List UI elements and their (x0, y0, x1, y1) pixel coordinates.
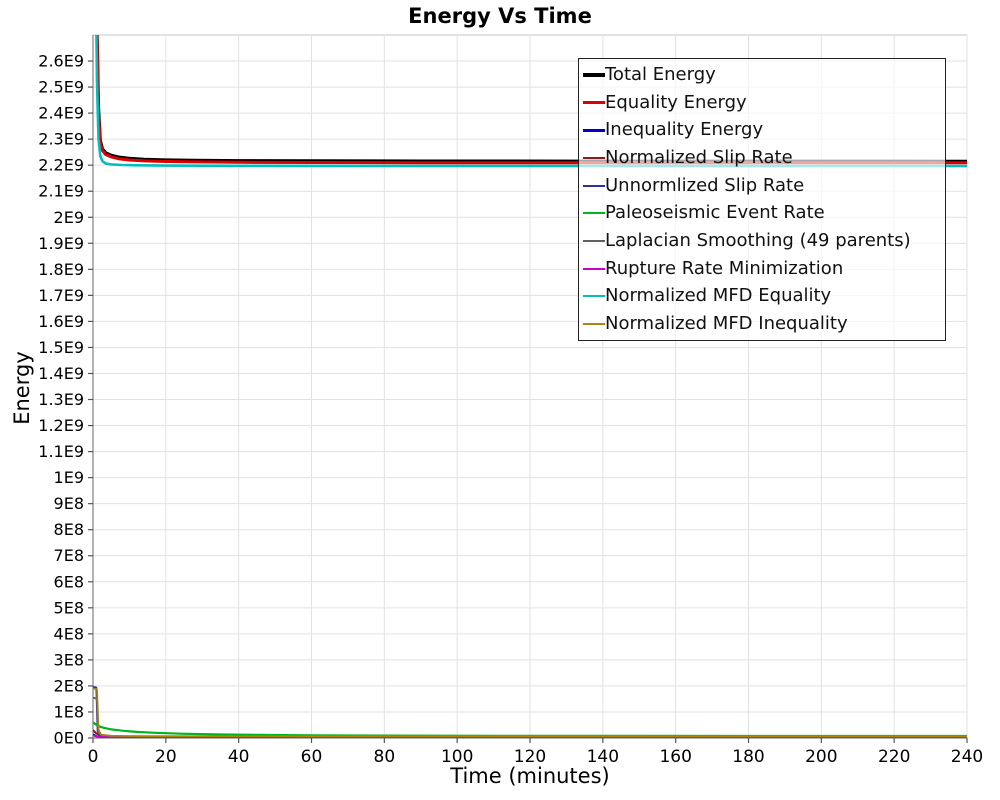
legend-label: Normalized MFD Inequality (605, 313, 848, 335)
y-tick-label: 1.6E9 (38, 312, 84, 331)
y-tick-label: 2.6E9 (38, 52, 84, 71)
y-tick-label: 1E8 (54, 702, 84, 721)
series-line-normalized-mfd-inequality (93, 687, 967, 738)
legend-swatch (583, 72, 605, 77)
legend-label: Equality Energy (605, 91, 747, 113)
legend-item: Total Energy (583, 62, 945, 88)
x-axis-title: Time (minutes) (450, 764, 610, 788)
series-group (93, 35, 967, 738)
y-axis-title: Energy (10, 351, 34, 425)
legend-label: Laplacian Smoothing (49 parents) (605, 229, 911, 251)
y-tick-label: 0E0 (54, 729, 84, 748)
x-tick-label: 100 (441, 747, 473, 767)
legend-label: Total Energy (605, 63, 716, 85)
x-tick-label: 60 (301, 747, 323, 767)
y-tick-label: 2E9 (54, 208, 84, 227)
legend-swatch (583, 323, 605, 326)
y-tick-label: 9E8 (54, 494, 84, 513)
legend-swatch (583, 295, 605, 298)
series-line-rupture-rate-minimization (93, 734, 967, 738)
y-tick-label: 2.5E9 (38, 78, 84, 97)
y-tick-label: 1.4E9 (38, 364, 84, 383)
legend-item: Laplacian Smoothing (49 parents) (583, 228, 945, 254)
legend-swatch (583, 100, 605, 105)
y-tick-label: 5E8 (54, 598, 84, 617)
legend-item: Equality Energy (583, 90, 945, 116)
x-tick-label: 0 (88, 747, 99, 767)
legend-item: Paleoseismic Event Rate (583, 200, 945, 226)
y-tick-label: 6E8 (54, 572, 84, 591)
legend-swatch (583, 267, 605, 270)
x-tick-label: 120 (514, 747, 546, 767)
legend-item: Normalized Slip Rate (583, 145, 945, 171)
x-tick-label: 160 (659, 747, 691, 767)
chart-title: Energy Vs Time (408, 4, 592, 28)
x-tick-label: 200 (805, 747, 837, 767)
x-tick-label: 240 (951, 747, 983, 767)
y-tick-label: 7E8 (54, 546, 84, 565)
x-tick-label: 140 (587, 747, 619, 767)
x-tick-label: 180 (732, 747, 764, 767)
y-tick-label: 1.5E9 (38, 338, 84, 357)
y-tick-label: 1.9E9 (38, 234, 84, 253)
legend-swatch (583, 184, 605, 187)
legend-swatch (583, 128, 605, 132)
x-tick-label: 40 (228, 747, 250, 767)
legend-label: Rupture Rate Minimization (605, 257, 844, 279)
legend-item: Unnormlized Slip Rate (583, 173, 945, 199)
y-tick-label: 1.1E9 (38, 442, 84, 461)
y-tick-label: 2.3E9 (38, 130, 84, 149)
legend-item: Inequality Energy (583, 117, 945, 143)
series-line-normalized-mfd-equality (95, 35, 967, 168)
legend-swatch (583, 212, 605, 215)
x-tick-label: 80 (374, 747, 396, 767)
y-tick-label: 4E8 (54, 624, 84, 643)
legend: Total Energy Equality Energy Inequality En… (578, 58, 946, 341)
legend-label: Normalized MFD Equality (605, 285, 832, 307)
legend-label: Inequality Energy (605, 119, 764, 141)
y-tick-label: 2.2E9 (38, 156, 84, 175)
legend-item: Normalized MFD Inequality (583, 311, 945, 337)
legend-label: Normalized Slip Rate (605, 146, 793, 168)
legend-label: Unnormlized Slip Rate (605, 174, 805, 196)
legend-label: Paleoseismic Event Rate (605, 202, 825, 224)
y-tick-label: 1.7E9 (38, 286, 84, 305)
legend-item: Rupture Rate Minimization (583, 256, 945, 282)
y-tick-label: 1.8E9 (38, 260, 84, 279)
y-tick-label: 8E8 (54, 520, 84, 539)
legend-item: Normalized MFD Equality (583, 283, 945, 309)
y-tick-label: 2E8 (54, 676, 84, 695)
y-tick-label: 1.3E9 (38, 390, 84, 409)
y-tick-label: 2.4E9 (38, 104, 84, 123)
y-tick-label: 1E9 (54, 468, 84, 487)
x-tick-label: 220 (878, 747, 910, 767)
y-tick-label: 2.1E9 (38, 182, 84, 201)
y-tick-label: 3E8 (54, 650, 84, 669)
y-tick-label: 1.2E9 (38, 416, 84, 435)
legend-swatch (583, 156, 605, 160)
x-tick-label: 20 (155, 747, 177, 767)
legend-swatch (583, 239, 605, 242)
